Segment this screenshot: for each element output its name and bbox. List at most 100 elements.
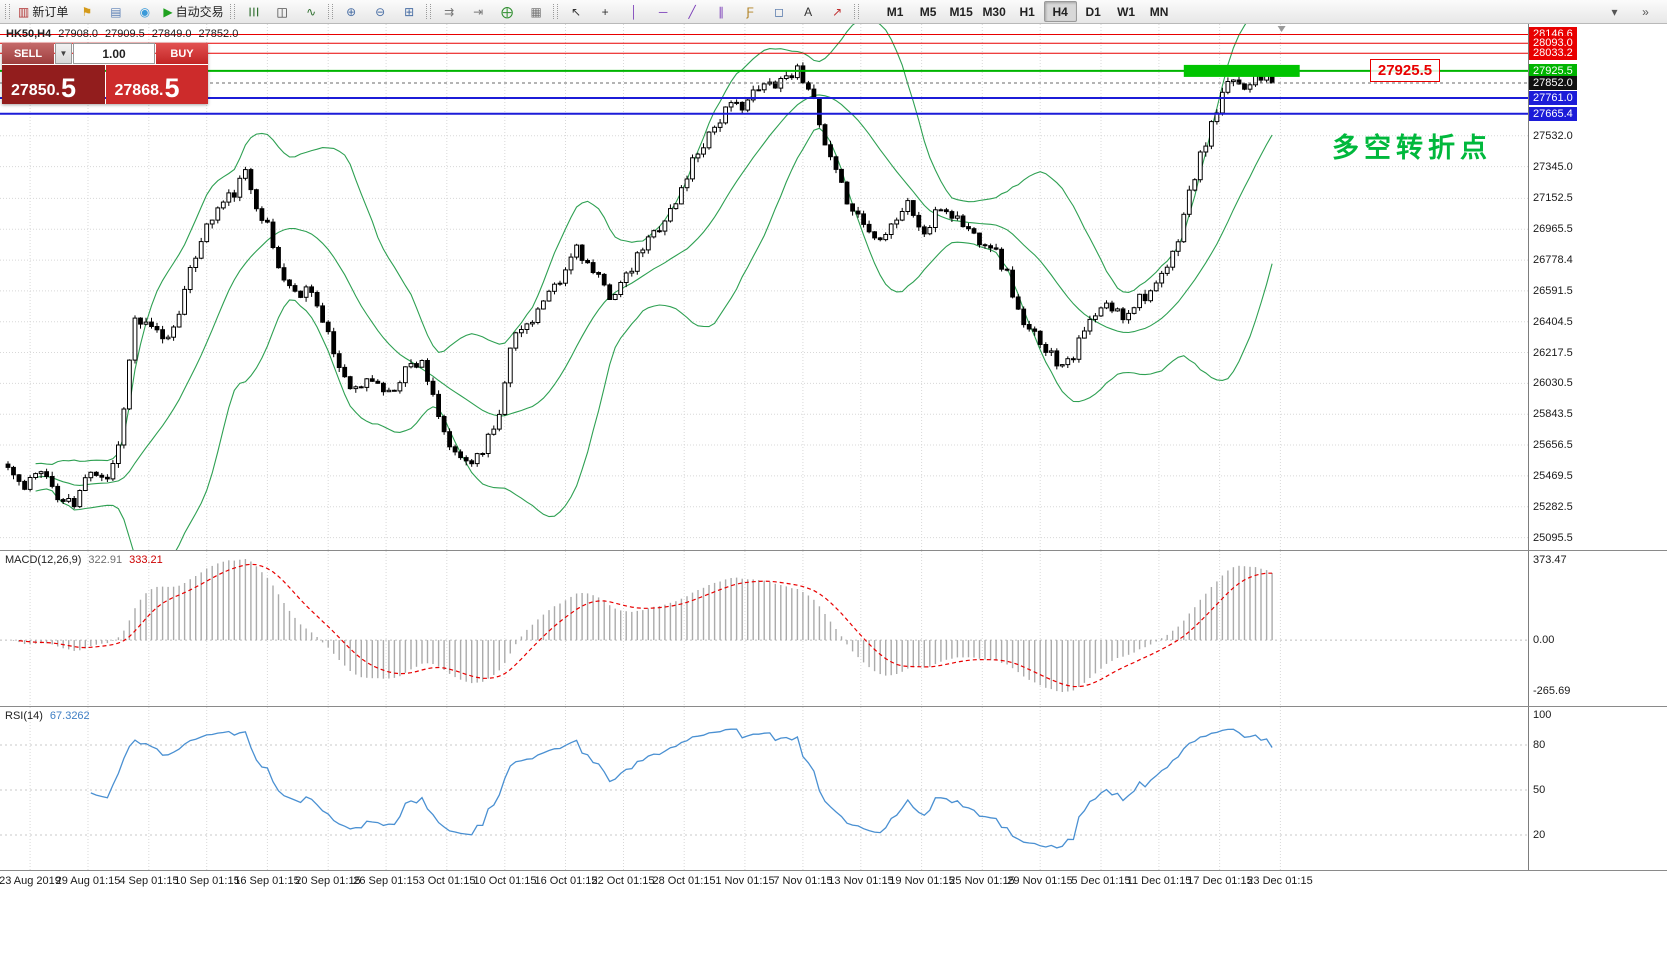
tf-w1[interactable]: W1 — [1110, 1, 1143, 22]
toolbar-grip[interactable] — [229, 4, 235, 19]
text-button[interactable]: A — [794, 1, 823, 22]
price-axis-level-tag: 27925.5 — [1529, 64, 1577, 78]
sound-alert-button[interactable]: ⚑ — [72, 1, 101, 22]
tf-m1[interactable]: M1 — [879, 1, 912, 22]
price-axis-label: 25843.5 — [1533, 408, 1573, 420]
tf-h4[interactable]: H4 — [1043, 1, 1077, 22]
indicators-button-icon: ⨁ — [501, 4, 514, 19]
bar-chart-button-icon: ☰ — [246, 6, 261, 17]
macd-plot[interactable]: MACD(12,26,9) 322.91 333.21 — [0, 551, 1528, 706]
profiles-button[interactable]: ▤ — [101, 1, 130, 22]
toolbar-more-button-icon: » — [1642, 4, 1649, 19]
toolbar-grip[interactable] — [552, 4, 558, 19]
cursor-button[interactable]: ↖ — [562, 1, 591, 22]
arrows-button[interactable]: ↗ — [823, 1, 852, 22]
auto-scroll-button[interactable]: ⇉ — [435, 1, 464, 22]
bollinger-middle-band — [35, 94, 1273, 486]
rsi-chart — [0, 707, 1528, 870]
rsi-panel: RSI(14) 67.3262 100 80 50 20 — [0, 706, 1667, 870]
tf-h4-label: H4 — [1052, 4, 1068, 19]
chart-shift-button[interactable]: ⇥ — [464, 1, 493, 22]
sell-price-button[interactable]: 27850. 5 — [2, 65, 105, 104]
price-axis-label: 25095.5 — [1533, 532, 1573, 544]
zoom-in-button[interactable]: ⊕ — [337, 1, 366, 22]
buy-button[interactable]: BUY — [156, 43, 208, 64]
volume-input[interactable]: 1.00 — [73, 43, 155, 64]
sell-price-big-digit: 5 — [60, 73, 76, 104]
community-button[interactable]: ◉ — [130, 1, 159, 22]
rsi-plot[interactable]: RSI(14) 67.3262 — [0, 707, 1528, 870]
price-axis-level-tag: 27665.4 — [1529, 107, 1577, 121]
price-level-tag[interactable]: 27925.5 — [1370, 59, 1440, 82]
tf-h1[interactable]: H1 — [1011, 1, 1044, 22]
trendline-button[interactable]: ╱ — [678, 1, 707, 22]
tf-m15[interactable]: M15 — [945, 1, 978, 22]
horizontal-line-button[interactable]: ─ — [649, 1, 678, 22]
toolbar-grip[interactable] — [327, 4, 333, 19]
bar-chart-button[interactable]: ☰ — [239, 1, 268, 22]
templates-button[interactable]: ▦ — [522, 1, 551, 22]
new-order-button[interactable]: ▥ 新订单 — [14, 1, 72, 22]
toolbar-grip[interactable] — [853, 4, 859, 19]
price-chart-plot[interactable]: HK50,H4 27908.0 27909.5 27849.0 27852.0 … — [0, 24, 1528, 550]
ohlc-high: 27909.5 — [105, 28, 145, 40]
trade-panel-top-row: SELL ▼ 1.00 BUY — [2, 43, 208, 64]
time-axis-label: 10 Oct 01:15 — [473, 875, 537, 887]
time-axis-label: 4 Sep 01:15 — [119, 875, 179, 887]
zoom-out-button-icon: ⊖ — [375, 4, 386, 19]
time-axis-label: 29 Nov 01:15 — [1007, 875, 1073, 887]
price-axis-label: 27345.0 — [1533, 161, 1573, 173]
time-axis-label: 23 Dec 01:15 — [1247, 875, 1313, 887]
volume-dropdown-button[interactable]: ▼ — [55, 43, 72, 64]
toolbar-more-button[interactable]: » — [1631, 1, 1660, 22]
time-axis-label: 17 Dec 01:15 — [1187, 875, 1253, 887]
rsi-axis-label: 50 — [1533, 784, 1546, 796]
time-axis-label: 23 Aug 2019 — [0, 875, 61, 887]
toolbar-group-2: ☰ ◫ ∿ — [239, 0, 326, 23]
indicators-button[interactable]: ⨁ — [493, 1, 522, 22]
price-axis-label: 26030.5 — [1533, 377, 1573, 389]
toolbar-grip[interactable] — [5, 4, 10, 19]
tf-m5[interactable]: M5 — [912, 1, 945, 22]
shift-marker — [1277, 26, 1286, 32]
time-axis-label: 3 Oct 01:15 — [418, 875, 476, 887]
crosshair-button[interactable]: + — [591, 1, 620, 22]
tf-m30-label: M30 — [982, 4, 1006, 19]
auto-trading-button[interactable]: ▶ 自动交易 — [159, 1, 227, 22]
rsi-axis: 100 80 50 20 — [1528, 707, 1667, 870]
highlight-zone[interactable] — [1183, 64, 1300, 77]
auto-scroll-button-icon: ⇉ — [444, 4, 455, 19]
candlestick-chart-button[interactable]: ◫ — [268, 1, 297, 22]
macd-value-main: 322.91 — [88, 554, 123, 566]
auto-trading-button-icon: ▶ — [163, 4, 173, 19]
vertical-line-button[interactable]: │ — [620, 1, 649, 22]
line-chart-button[interactable]: ∿ — [297, 1, 326, 22]
rsi-axis-label: 80 — [1533, 739, 1546, 751]
rsi-label: RSI(14) 67.3262 — [5, 710, 90, 722]
tf-d1[interactable]: D1 — [1077, 1, 1110, 22]
price-axis-label: 26778.4 — [1533, 254, 1573, 266]
zoom-out-button[interactable]: ⊖ — [366, 1, 395, 22]
toolbar-grip[interactable] — [425, 4, 431, 19]
tf-mn[interactable]: MN — [1143, 1, 1176, 22]
shapes-button[interactable]: ◻ — [765, 1, 794, 22]
one-click-trading-panel: SELL ▼ 1.00 BUY 27850. 5 27868. 5 — [2, 43, 208, 104]
macd-panel: MACD(12,26,9) 322.91 333.21 373.47 0.00 -2… — [0, 550, 1667, 706]
sell-button[interactable]: SELL — [2, 43, 54, 64]
new-order-button-icon: ▥ — [18, 4, 30, 19]
channel-button[interactable]: ∥ — [707, 1, 736, 22]
toolbar-customize-button[interactable]: ▾ — [1600, 1, 1629, 22]
toolbar-customize-button-icon: ▾ — [1611, 4, 1618, 19]
macd-label: MACD(12,26,9) 322.91 333.21 — [5, 554, 163, 566]
templates-button-icon: ▦ — [530, 4, 542, 19]
time-axis-label: 5 Dec 01:15 — [1071, 875, 1131, 887]
current-price-tag: 27852.0 — [1529, 76, 1577, 90]
fibonacci-button[interactable]: Ƒ — [736, 1, 765, 22]
tile-windows-button[interactable]: ⊞ — [395, 1, 424, 22]
tf-w1-label: W1 — [1117, 4, 1136, 19]
buy-price-button[interactable]: 27868. 5 — [105, 65, 208, 104]
main-chart-panel: HK50,H4 27908.0 27909.5 27849.0 27852.0 … — [0, 24, 1667, 550]
tf-m30[interactable]: M30 — [978, 1, 1011, 22]
toolbar-group-1: ▥ 新订单 ⚑ ▤ ◉ ▶ 自动交易 — [14, 0, 228, 23]
